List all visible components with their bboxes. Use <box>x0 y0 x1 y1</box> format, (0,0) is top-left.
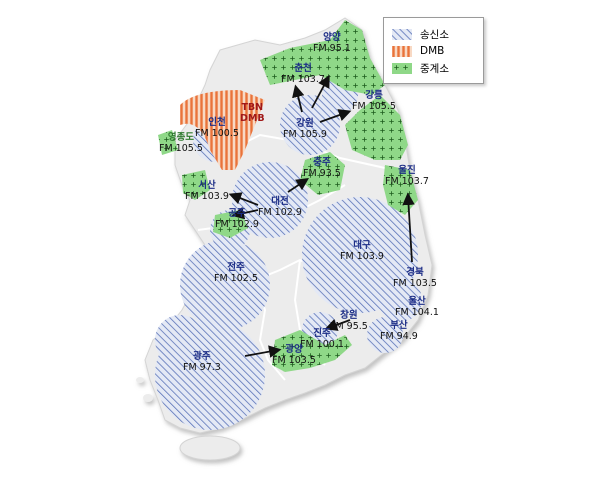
link-arrows <box>228 74 415 358</box>
station-label: 울산 FM 104.1 <box>395 296 439 318</box>
transmit-swatch-icon <box>392 28 412 40</box>
legend: 송신소 DMB 중계소 <box>383 17 484 84</box>
station-label: 경북 FM 103.5 <box>393 267 437 289</box>
station-label: 인천 FM 100.5 <box>195 117 239 139</box>
legend-item-dmb: DMB <box>392 45 444 57</box>
dmb-swatch-icon <box>392 45 412 57</box>
station-label: 공주 FM 102.9 <box>215 208 259 230</box>
station-label: 광양 FM 103.5 <box>272 344 316 366</box>
station-label: 진주 FM 100.1 <box>300 328 344 350</box>
legend-item-transmit: 송신소 <box>392 28 449 41</box>
station-label: 서산 FM 103.9 <box>185 180 229 202</box>
station-label: 광주 FM 97.3 <box>183 351 221 373</box>
station-label: 전주 FM 102.5 <box>214 262 258 284</box>
station-label: 강원 FM 105.9 <box>283 118 327 140</box>
dmb-coverage <box>180 90 265 170</box>
station-label: TBN DMB <box>240 102 265 124</box>
station-label: 강릉 FM 105.5 <box>352 90 396 112</box>
legend-label: 송신소 <box>420 28 449 41</box>
station-label: 대전 FM 102.9 <box>258 196 302 218</box>
station-label: 부산 FM 94.9 <box>380 320 418 342</box>
relay-swatch-icon <box>392 62 412 74</box>
station-label: 대구 FM 103.9 <box>340 240 384 262</box>
legend-label: DMB <box>420 45 445 57</box>
station-label: 충주 FM 93.5 <box>303 157 341 179</box>
legend-item-relay: 중계소 <box>392 62 449 75</box>
station-label: 창원 FM 95.5 <box>330 310 368 332</box>
station-label: 춘천 FM 103.7 <box>281 63 325 85</box>
relay-coverage <box>158 20 418 372</box>
station-label: 양양 FM 95.1 <box>313 32 351 54</box>
station-label: 영종도 FM 105.5 <box>159 132 203 154</box>
station-label: 울진 FM 103.7 <box>385 165 429 187</box>
legend-label: 중계소 <box>420 62 449 75</box>
